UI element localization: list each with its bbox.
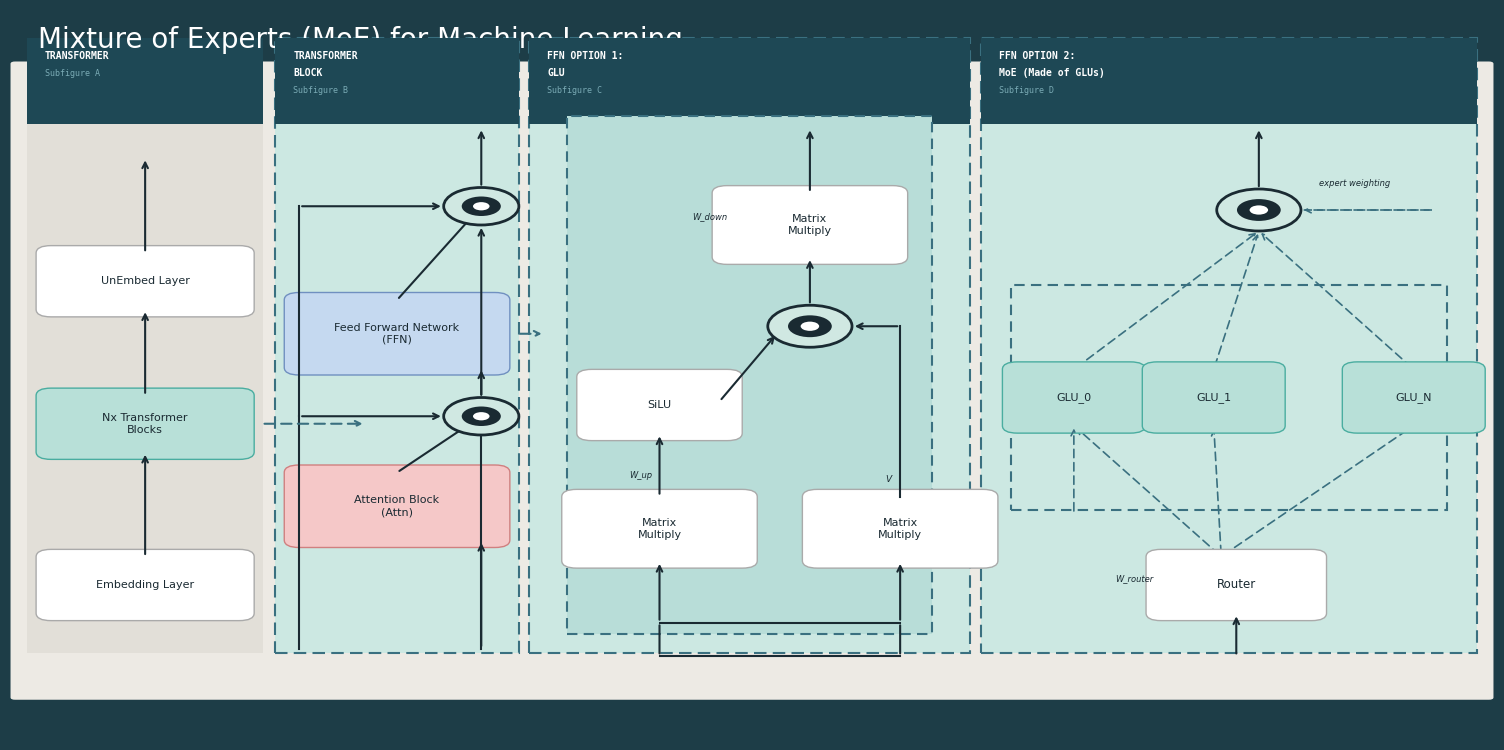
Text: GLU_0: GLU_0 (1056, 392, 1092, 403)
Text: GLU: GLU (547, 68, 566, 77)
FancyBboxPatch shape (529, 38, 970, 652)
Circle shape (1236, 199, 1281, 221)
Text: MoE (Made of GLUs): MoE (Made of GLUs) (999, 68, 1104, 77)
FancyBboxPatch shape (562, 490, 758, 568)
Circle shape (800, 322, 820, 331)
Circle shape (462, 196, 501, 216)
Text: BLOCK: BLOCK (293, 68, 323, 77)
Text: FFN OPTION 2:: FFN OPTION 2: (999, 51, 1075, 61)
Text: GLU_1: GLU_1 (1196, 392, 1232, 403)
FancyBboxPatch shape (275, 38, 519, 124)
Text: W_down: W_down (692, 212, 728, 221)
FancyBboxPatch shape (1143, 362, 1284, 434)
Text: Subfigure D: Subfigure D (999, 86, 1054, 94)
FancyBboxPatch shape (981, 38, 1477, 124)
Text: Nx Transformer
Blocks: Nx Transformer Blocks (102, 413, 188, 434)
Text: TRANSFORMER: TRANSFORMER (45, 51, 110, 61)
FancyBboxPatch shape (275, 38, 519, 652)
Circle shape (788, 315, 832, 338)
FancyBboxPatch shape (36, 388, 254, 459)
FancyBboxPatch shape (1146, 549, 1327, 621)
Circle shape (1250, 206, 1268, 214)
Circle shape (444, 398, 519, 435)
FancyBboxPatch shape (36, 246, 254, 316)
FancyBboxPatch shape (1002, 362, 1145, 434)
Text: Subfigure A: Subfigure A (45, 69, 101, 78)
Text: Router: Router (1217, 578, 1256, 592)
Text: W_up: W_up (629, 471, 653, 480)
Text: SiLU: SiLU (647, 400, 672, 410)
Text: Matrix
Multiply: Matrix Multiply (878, 518, 922, 539)
Text: TRANSFORMER: TRANSFORMER (293, 51, 358, 61)
Text: Feed Forward Network
(FFN): Feed Forward Network (FFN) (334, 323, 460, 344)
Circle shape (767, 305, 851, 347)
FancyBboxPatch shape (284, 465, 510, 548)
Circle shape (462, 406, 501, 426)
FancyBboxPatch shape (567, 116, 932, 634)
FancyBboxPatch shape (36, 549, 254, 621)
Text: V: V (884, 475, 892, 484)
Circle shape (472, 202, 489, 210)
FancyBboxPatch shape (11, 62, 1493, 700)
FancyBboxPatch shape (803, 490, 999, 568)
Text: ...: ... (1345, 388, 1363, 406)
Text: Subfigure B: Subfigure B (293, 86, 349, 94)
FancyBboxPatch shape (27, 38, 263, 124)
FancyBboxPatch shape (713, 186, 907, 265)
Text: UnEmbed Layer: UnEmbed Layer (101, 276, 190, 286)
Text: Matrix
Multiply: Matrix Multiply (638, 518, 681, 539)
Circle shape (472, 413, 489, 420)
Circle shape (444, 188, 519, 225)
FancyBboxPatch shape (578, 369, 743, 441)
Text: expert weighting: expert weighting (1319, 178, 1390, 188)
FancyBboxPatch shape (981, 38, 1477, 652)
FancyBboxPatch shape (529, 38, 970, 124)
Text: Embedding Layer: Embedding Layer (96, 580, 194, 590)
Text: GLU_N: GLU_N (1396, 392, 1432, 403)
FancyBboxPatch shape (1342, 362, 1484, 434)
Text: Matrix
Multiply: Matrix Multiply (788, 214, 832, 236)
Text: W_router: W_router (1116, 574, 1154, 584)
Text: Mixture of Experts (MoE) for Machine Learning: Mixture of Experts (MoE) for Machine Lea… (38, 26, 683, 54)
Text: Subfigure C: Subfigure C (547, 86, 603, 94)
FancyBboxPatch shape (27, 38, 263, 652)
Text: Attention Block
(Attn): Attention Block (Attn) (355, 496, 439, 517)
Circle shape (1217, 189, 1301, 231)
FancyBboxPatch shape (284, 292, 510, 375)
Text: FFN OPTION 1:: FFN OPTION 1: (547, 51, 624, 61)
